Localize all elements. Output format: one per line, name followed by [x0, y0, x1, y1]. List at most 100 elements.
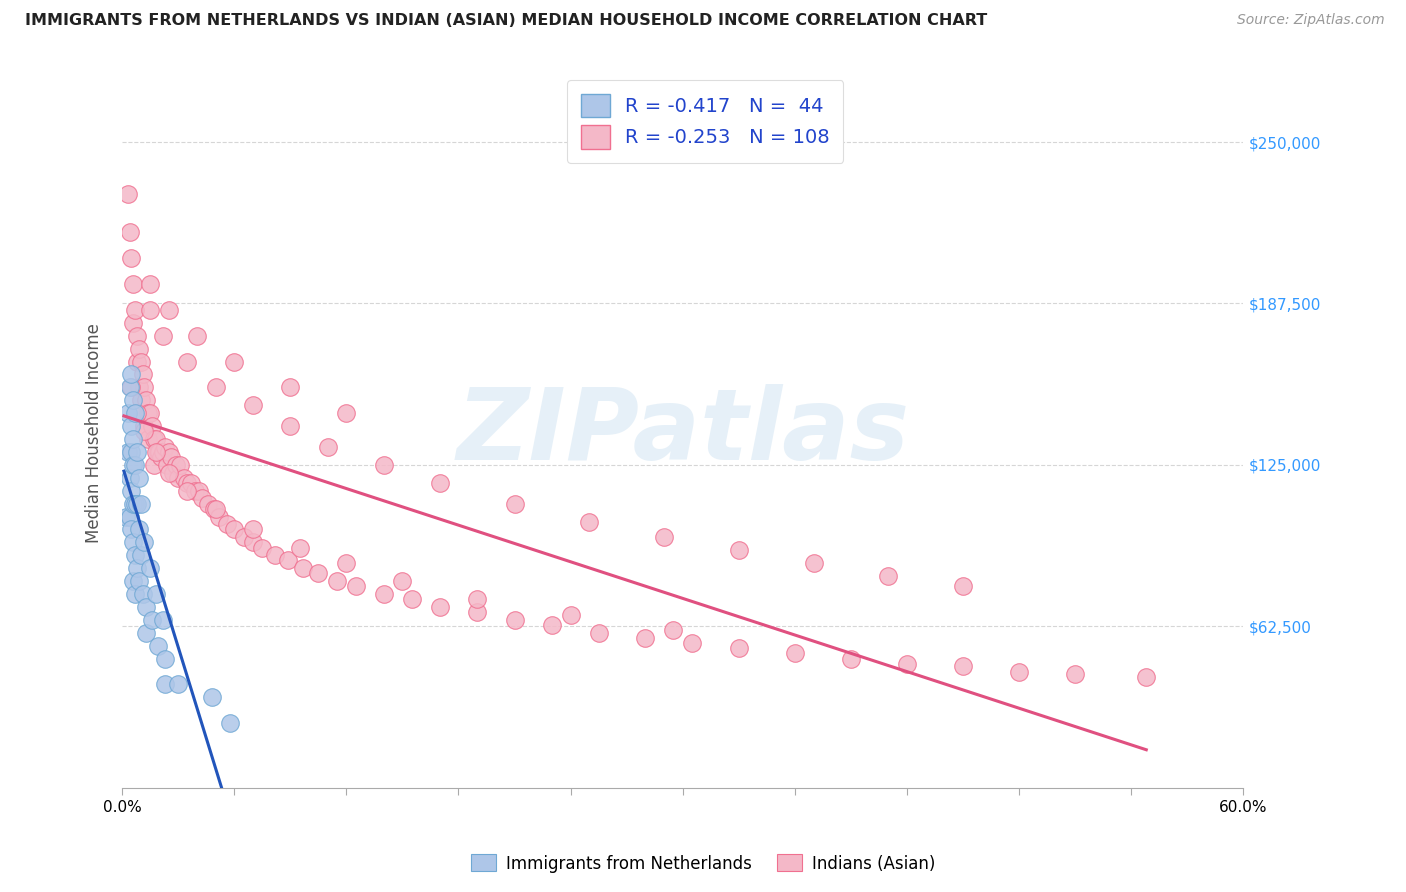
- Point: [124, 587, 146, 601]
- Point: [118, 509, 141, 524]
- Point: [145, 445, 167, 459]
- Point: [578, 515, 600, 529]
- Point: [118, 471, 141, 485]
- Point: [197, 497, 219, 511]
- Point: [125, 328, 148, 343]
- Point: [952, 659, 974, 673]
- Point: [124, 302, 146, 317]
- Point: [292, 561, 315, 575]
- Point: [326, 574, 349, 588]
- Point: [157, 302, 180, 317]
- Point: [191, 491, 214, 506]
- Point: [146, 639, 169, 653]
- Point: [201, 690, 224, 705]
- Point: [187, 483, 209, 498]
- Point: [129, 549, 152, 563]
- Point: [1008, 665, 1031, 679]
- Point: [252, 541, 274, 555]
- Point: [148, 445, 170, 459]
- Point: [124, 497, 146, 511]
- Point: [503, 613, 526, 627]
- Point: [204, 380, 226, 394]
- Point: [224, 523, 246, 537]
- Point: [114, 509, 136, 524]
- Point: [131, 587, 153, 601]
- Point: [335, 556, 357, 570]
- Point: [277, 553, 299, 567]
- Point: [662, 623, 685, 637]
- Point: [120, 419, 142, 434]
- Point: [952, 579, 974, 593]
- Point: [896, 657, 918, 671]
- Point: [153, 651, 176, 665]
- Point: [118, 380, 141, 394]
- Point: [135, 393, 157, 408]
- Point: [162, 466, 184, 480]
- Point: [128, 380, 150, 394]
- Point: [242, 399, 264, 413]
- Point: [159, 450, 181, 464]
- Point: [129, 497, 152, 511]
- Point: [401, 592, 423, 607]
- Point: [634, 631, 657, 645]
- Point: [145, 587, 167, 601]
- Point: [727, 641, 749, 656]
- Point: [202, 501, 225, 516]
- Point: [316, 440, 339, 454]
- Point: [783, 647, 806, 661]
- Point: [117, 186, 139, 201]
- Point: [1064, 667, 1087, 681]
- Point: [122, 535, 145, 549]
- Point: [242, 523, 264, 537]
- Point: [128, 342, 150, 356]
- Point: [125, 561, 148, 575]
- Point: [288, 541, 311, 555]
- Point: [142, 432, 165, 446]
- Text: IMMIGRANTS FROM NETHERLANDS VS INDIAN (ASIAN) MEDIAN HOUSEHOLD INCOME CORRELATIO: IMMIGRANTS FROM NETHERLANDS VS INDIAN (A…: [25, 13, 987, 29]
- Point: [139, 406, 162, 420]
- Point: [124, 549, 146, 563]
- Point: [124, 458, 146, 472]
- Point: [153, 677, 176, 691]
- Point: [264, 549, 287, 563]
- Point: [129, 393, 152, 408]
- Legend: Immigrants from Netherlands, Indians (Asian): Immigrants from Netherlands, Indians (As…: [464, 847, 942, 880]
- Point: [122, 277, 145, 291]
- Point: [125, 354, 148, 368]
- Point: [120, 483, 142, 498]
- Point: [167, 471, 190, 485]
- Point: [122, 316, 145, 330]
- Point: [128, 574, 150, 588]
- Point: [278, 380, 301, 394]
- Point: [152, 613, 174, 627]
- Point: [541, 618, 564, 632]
- Point: [146, 445, 169, 459]
- Point: [136, 406, 159, 420]
- Point: [122, 574, 145, 588]
- Text: ZIPatlas: ZIPatlas: [456, 384, 910, 481]
- Point: [224, 354, 246, 368]
- Point: [503, 497, 526, 511]
- Point: [134, 425, 156, 439]
- Point: [131, 368, 153, 382]
- Point: [165, 458, 187, 472]
- Point: [167, 677, 190, 691]
- Point: [373, 587, 395, 601]
- Point: [877, 569, 900, 583]
- Point: [117, 445, 139, 459]
- Point: [307, 566, 329, 581]
- Point: [186, 328, 208, 343]
- Point: [139, 561, 162, 575]
- Point: [169, 458, 191, 472]
- Point: [120, 380, 142, 394]
- Point: [652, 530, 675, 544]
- Point: [429, 475, 451, 490]
- Y-axis label: Median Household Income: Median Household Income: [86, 323, 103, 542]
- Point: [134, 535, 156, 549]
- Point: [122, 432, 145, 446]
- Point: [125, 497, 148, 511]
- Point: [215, 517, 238, 532]
- Point: [120, 252, 142, 266]
- Point: [122, 458, 145, 472]
- Point: [124, 406, 146, 420]
